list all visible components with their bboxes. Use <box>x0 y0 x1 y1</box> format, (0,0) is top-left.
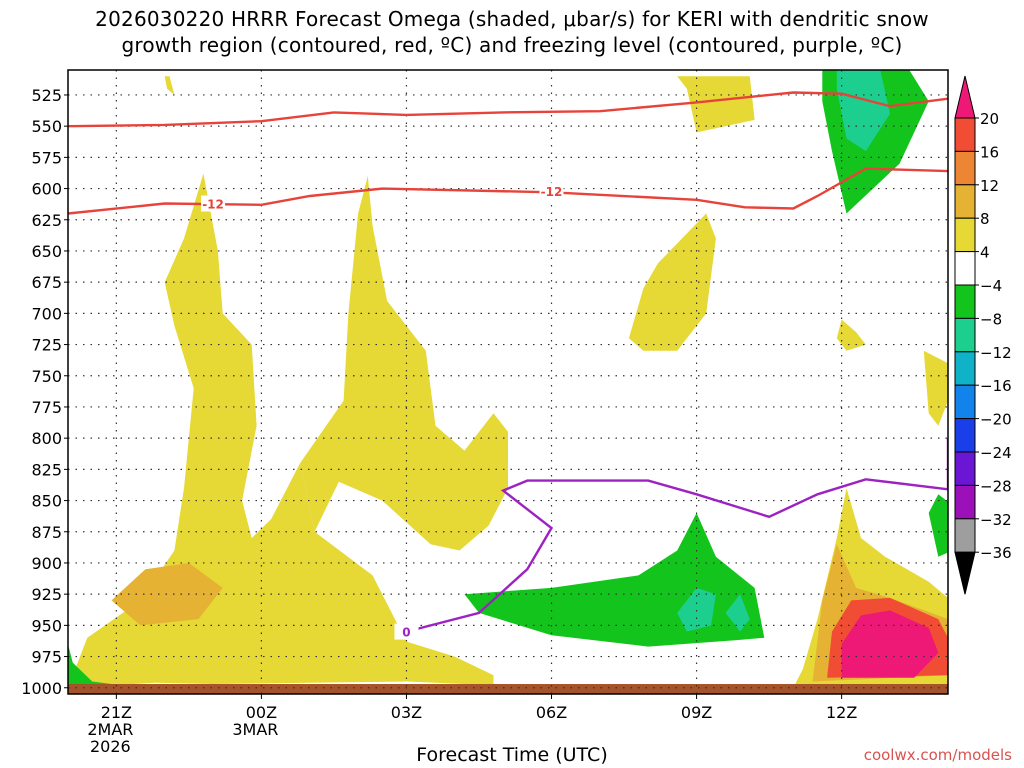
plot-area: -12 -12 0 <box>68 70 948 694</box>
colorbar-label-9: −20 <box>980 411 1012 429</box>
y-tick-label-650: 650 <box>31 242 62 261</box>
y-tick-label-875: 875 <box>31 523 62 542</box>
omega-region-teal-12Z-aloft <box>836 70 890 152</box>
omega-region-yellow-plume-mid <box>300 176 508 551</box>
y-tick-label-800: 800 <box>31 429 62 448</box>
y-tick-label-975: 975 <box>31 648 62 667</box>
x-tick-label-09Z-0: 09Z <box>681 703 712 722</box>
plot-frame <box>67 69 949 695</box>
colorbar-label-6: −8 <box>980 310 1002 328</box>
omega-region-green-21Z-surface <box>68 644 131 688</box>
y-tick-label-925: 925 <box>31 585 62 604</box>
omega-region-teal-07Z <box>677 587 716 632</box>
y-tick-label-950: 950 <box>31 616 62 635</box>
colorbar-segment-6 <box>954 284 976 319</box>
colorbar-cap-top <box>954 75 976 119</box>
colorbar-segment-7 <box>954 317 976 353</box>
y-tick-label-850: 850 <box>31 492 62 511</box>
colorbar-cap-bottom <box>954 551 976 595</box>
y-tick-label-775: 775 <box>31 398 62 417</box>
y-tick-label-675: 675 <box>31 273 62 292</box>
x-tick-label-21Z-1: 2MAR <box>87 720 133 739</box>
colorbar-label-13: −36 <box>980 544 1012 562</box>
colorbar-label-5: −4 <box>980 277 1002 295</box>
ground-strip <box>68 684 948 694</box>
y-tick-label-575: 575 <box>31 148 62 167</box>
contour-label-zero-bg <box>394 623 419 640</box>
colorbar-segment-3 <box>954 184 976 219</box>
x-tick-label-00Z-0: 00Z <box>246 703 277 722</box>
y-tick-label-750: 750 <box>31 367 62 386</box>
colorbar-segment-5 <box>954 251 976 286</box>
y-tick-label-900: 900 <box>31 554 62 573</box>
y-tick-label-625: 625 <box>31 211 62 230</box>
colorbar-segment-8 <box>954 351 976 386</box>
colorbar-label-11: −28 <box>980 477 1012 495</box>
colorbar-segment-13 <box>954 518 976 553</box>
contour-line-0 <box>68 91 948 128</box>
y-tick-label-550: 550 <box>31 117 62 136</box>
colorbar-segment-9 <box>954 384 976 420</box>
omega-region-yellow-12Z-small <box>836 319 866 351</box>
x-tick-label-12Z-0: 12Z <box>826 703 857 722</box>
colorbar-label-3: 8 <box>980 210 990 228</box>
omega-region-magenta-12Z <box>841 610 939 678</box>
y-tick-label-725: 725 <box>31 336 62 355</box>
colorbar-segment-10 <box>954 418 976 453</box>
chart-title-line-1: 2026030220 HRRR Forecast Omega (shaded, … <box>95 7 929 31</box>
colorbar-label-8: −16 <box>980 377 1012 395</box>
contour-line-1 <box>68 167 948 215</box>
x-tick-label-06Z-0: 06Z <box>536 703 567 722</box>
credit-link[interactable]: coolwx.com/models <box>863 746 1012 764</box>
contour-label-minus12-b: -12 <box>541 185 563 199</box>
omega-region-yellow-left <box>68 173 494 688</box>
colorbar-label-12: −32 <box>980 511 1012 529</box>
colorbar-segment-4 <box>954 217 976 253</box>
contour-label-zero: 0 <box>402 626 410 640</box>
colorbar-label-2: 12 <box>980 177 999 195</box>
colorbar-segment-12 <box>954 484 976 520</box>
y-tick-label-525: 525 <box>31 86 62 105</box>
contour-label-minus12-b-bg <box>539 183 564 200</box>
omega-region-green-07Z <box>464 513 765 647</box>
contour-label-minus12-a-bg <box>201 195 226 212</box>
omega-region-teal-09Z <box>725 594 750 632</box>
colorbar-label-10: −24 <box>980 444 1012 462</box>
colorbar-segment-1 <box>954 117 976 152</box>
x-tick-label-03Z-0: 03Z <box>391 703 422 722</box>
colorbar-label-0: 20 <box>980 110 999 128</box>
contour-label-minus12-a: -12 <box>202 198 224 212</box>
y-tick-label-1000: 1000 <box>21 679 62 698</box>
omega-region-orange-21Z <box>111 563 223 626</box>
colorbar-label-4: 4 <box>980 244 990 262</box>
x-tick-label-21Z-0: 21Z <box>101 703 132 722</box>
colorbar-segment-2 <box>954 150 976 186</box>
colorbar-label-7: −12 <box>980 344 1012 362</box>
chart-title-line-2: growth region (contoured, red, ºC) and f… <box>121 33 903 57</box>
omega-region-yellow-top-09Z <box>677 76 755 133</box>
x-tick-label-00Z-1: 3MAR <box>232 720 278 739</box>
chart-title: 2026030220 HRRR Forecast Omega (shaded, … <box>0 6 1024 58</box>
omega-region-yellow-top-22Z <box>164 76 175 95</box>
y-tick-label-700: 700 <box>31 304 62 323</box>
y-tick-label-825: 825 <box>31 460 62 479</box>
omega-region-yellow-plume-09Z <box>628 213 716 351</box>
omega-region-green-13Z-low <box>928 494 948 557</box>
omega-region-yellow-13Z <box>923 350 948 426</box>
x-tick-label-21Z-2: 2026 <box>90 737 131 756</box>
x-axis-label: Forecast Time (UTC) <box>416 744 608 766</box>
contour-line-2 <box>406 438 948 633</box>
colorbar-label-1: 16 <box>980 143 999 161</box>
y-tick-label-600: 600 <box>31 180 62 199</box>
colorbar-segment-11 <box>954 451 976 486</box>
